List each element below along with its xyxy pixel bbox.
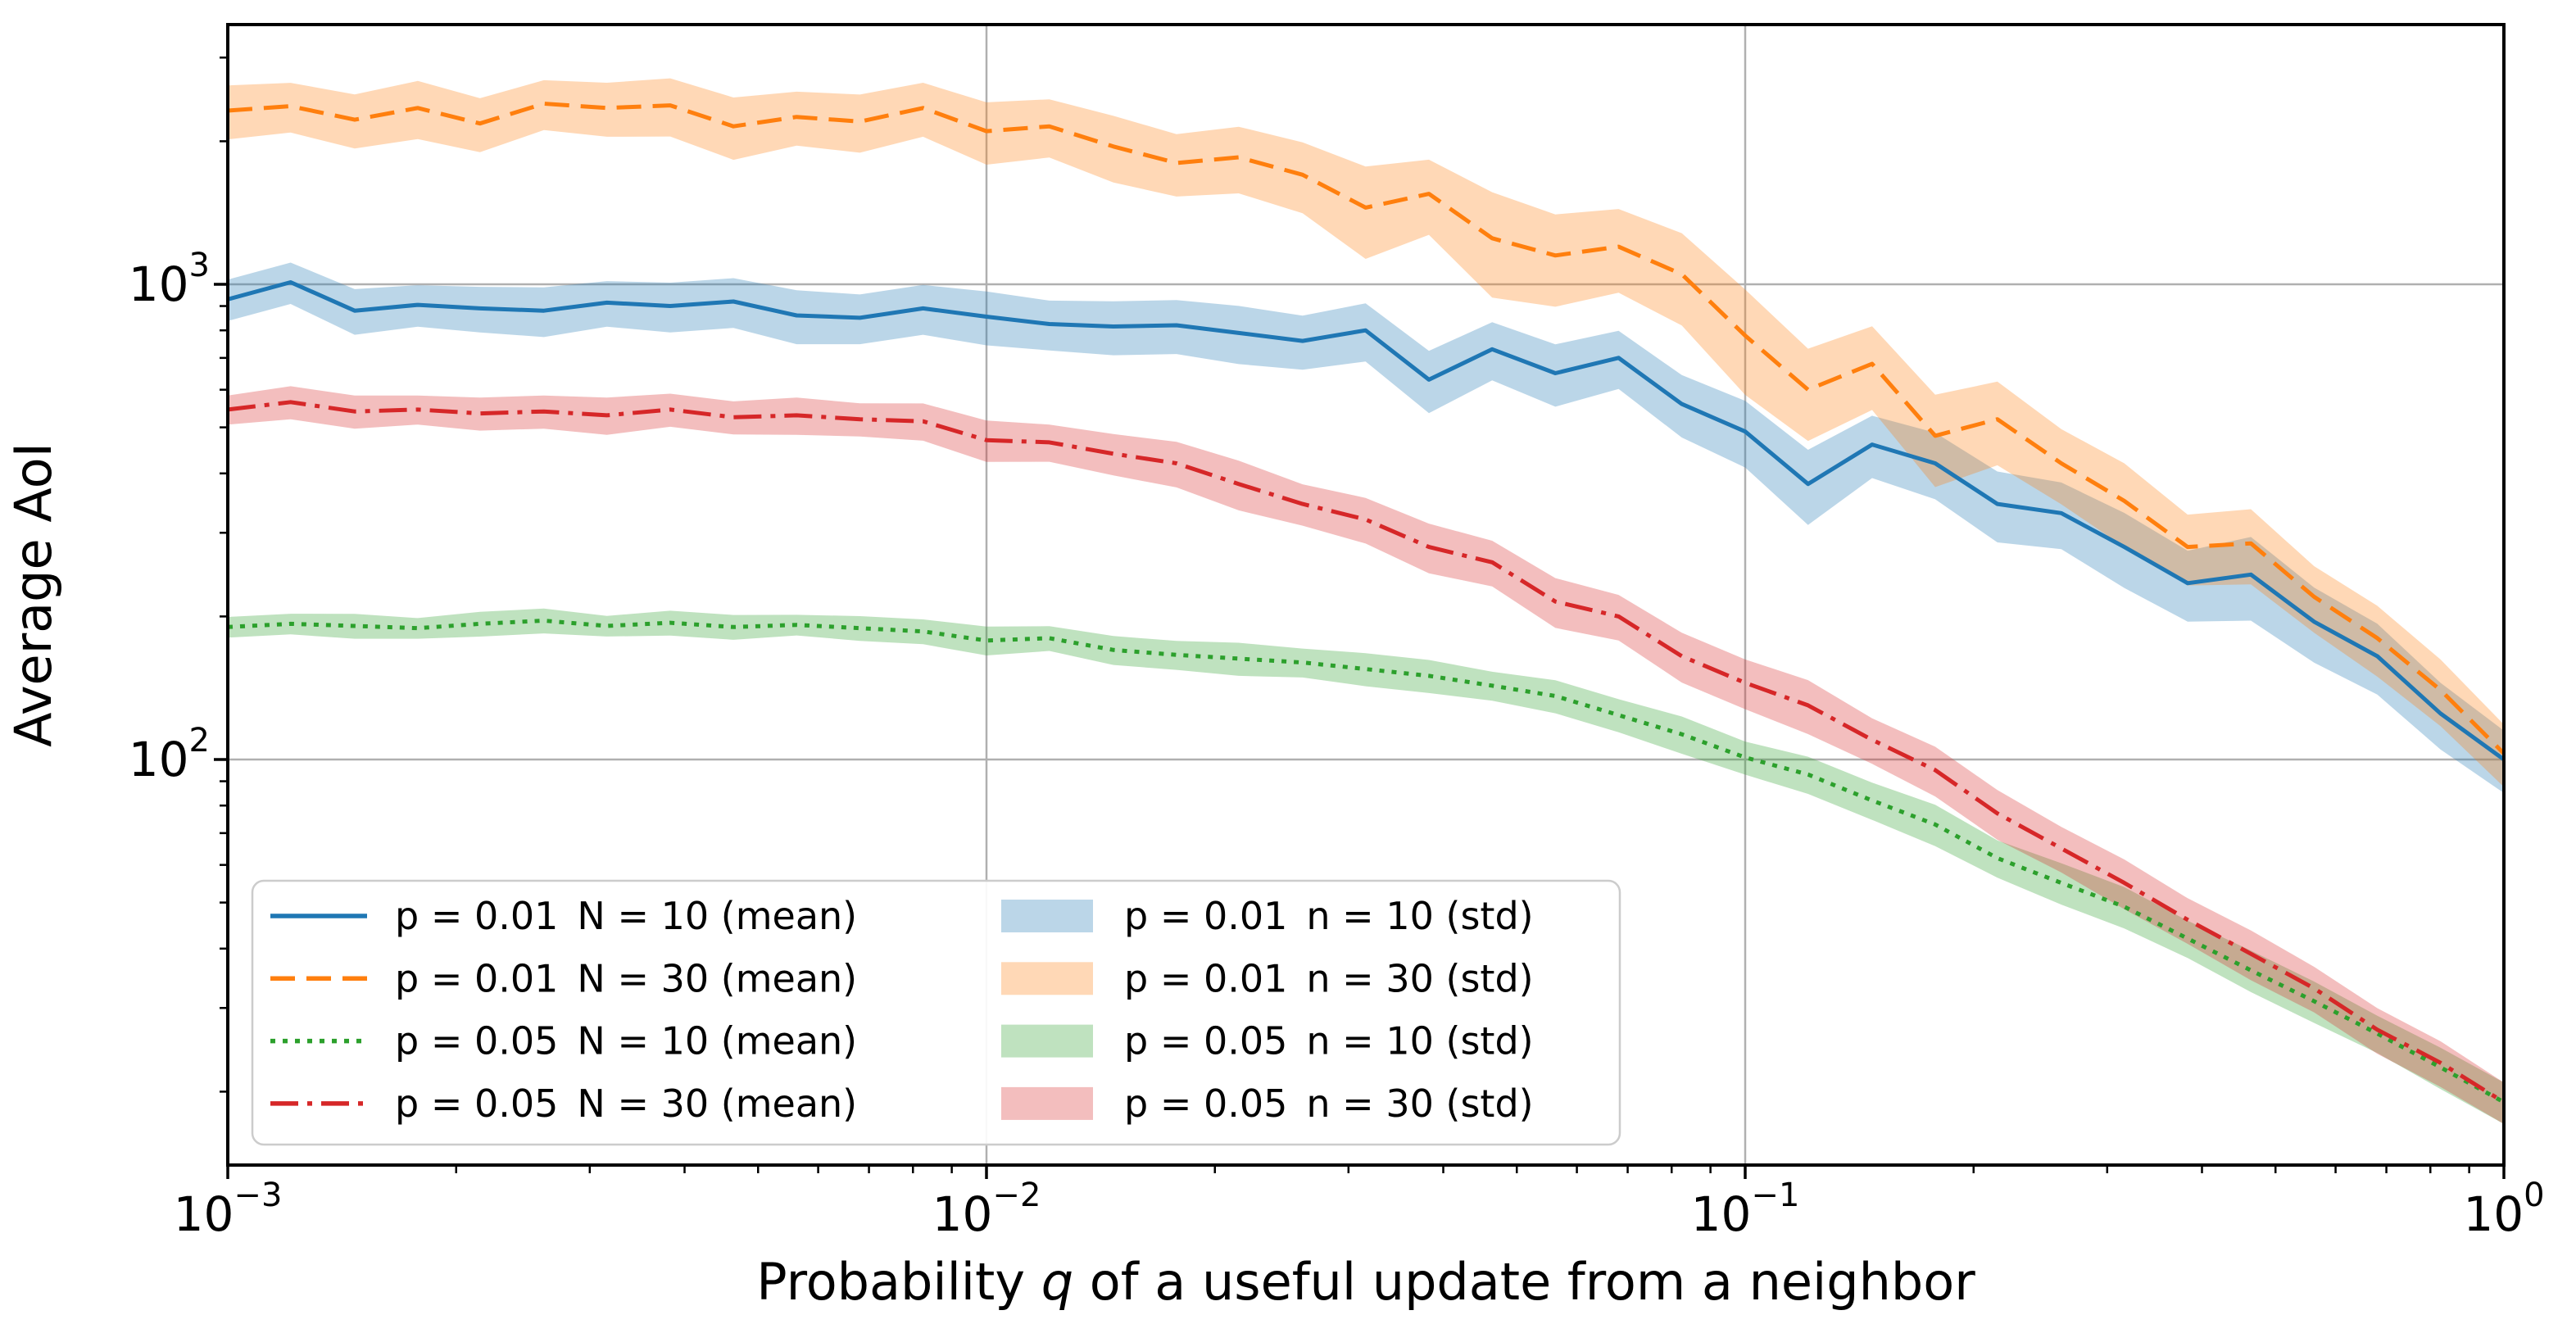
legend-patch-swatch-1 <box>1001 962 1093 995</box>
std-band-2 <box>228 608 2504 1124</box>
y-axis-label: Average AoI <box>3 442 63 747</box>
mean-line-1 <box>228 102 2504 755</box>
mean-line-3 <box>228 400 2504 1104</box>
y-tick-labels: 103 102 <box>129 247 210 787</box>
y-tick-label: 103 <box>129 247 210 312</box>
legend-std-label-3: p = 0.05 n = 30 (std) <box>1124 1081 1534 1126</box>
x-tick-label: 10−3 <box>174 1177 283 1242</box>
y-tick-label: 102 <box>129 722 210 787</box>
mean-lines <box>228 102 2504 1104</box>
x-tick-label: 10−1 <box>1691 1177 1800 1242</box>
mean-line-0 <box>228 280 2504 762</box>
x-tick-label: 100 <box>2463 1177 2544 1242</box>
x-tick-labels: 10−3 10−2 10−1 100 <box>174 1177 2545 1242</box>
std-band-3 <box>228 386 2504 1124</box>
legend-mean-label-2: p = 0.05 N = 10 (mean) <box>395 1019 857 1063</box>
legend-std-label-1: p = 0.01 n = 30 (std) <box>1124 956 1534 1000</box>
legend-patch-swatch-0 <box>1001 900 1093 932</box>
legend-patch-swatch-2 <box>1001 1024 1093 1058</box>
std-bands <box>228 78 2504 1124</box>
axis-ticks <box>214 57 2506 1179</box>
legend-mean-label-0: p = 0.01 N = 10 (mean) <box>395 894 857 938</box>
legend-std-label-0: p = 0.01 n = 10 (std) <box>1124 894 1534 938</box>
legend: p = 0.01 N = 10 (mean) p = 0.01 n = 10 (s… <box>251 879 1621 1146</box>
x-tick-label: 10−2 <box>932 1177 1041 1242</box>
x-axis-label: Probability q of a useful update from a … <box>756 1252 1975 1312</box>
plot-border <box>226 23 2506 1167</box>
legend-patch-swatch-3 <box>1001 1086 1093 1120</box>
legend-box <box>251 879 1621 1146</box>
legend-mean-label-1: p = 0.01 N = 30 (mean) <box>395 956 857 1000</box>
legend-mean-label-3: p = 0.05 N = 30 (mean) <box>395 1081 857 1126</box>
legend-std-label-2: p = 0.05 n = 10 (std) <box>1124 1019 1534 1063</box>
std-band-1 <box>228 78 2504 787</box>
std-band-0 <box>228 262 2504 793</box>
